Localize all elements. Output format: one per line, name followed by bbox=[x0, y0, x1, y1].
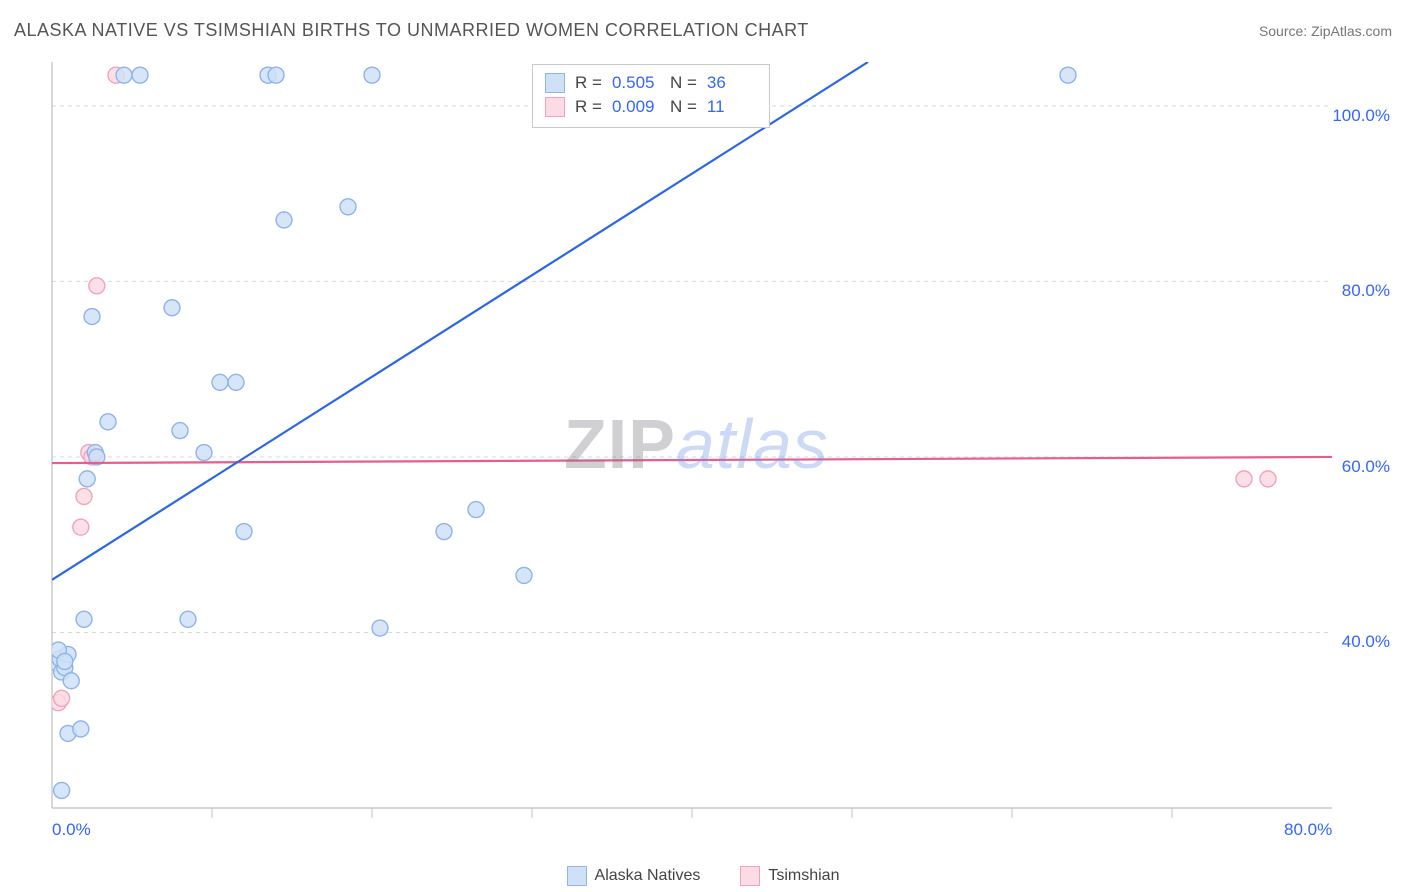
stats-swatch bbox=[545, 73, 565, 93]
plot-area: ZIPatlas R =0.505N =36R =0.009N =11 40.0… bbox=[48, 58, 1392, 848]
stats-n-label: N = bbox=[670, 95, 697, 119]
stats-r-label: R = bbox=[575, 95, 602, 119]
legend-item: Tsimshian bbox=[740, 866, 839, 886]
source-attribution: Source: ZipAtlas.com bbox=[1259, 23, 1392, 39]
scatter-plot-svg bbox=[48, 58, 1392, 848]
stats-r-label: R = bbox=[575, 71, 602, 95]
y-tick-label: 60.0% bbox=[1342, 457, 1390, 477]
correlation-stats-box: R = 0.505 N = 36 R = 0.009 N = 11 bbox=[532, 64, 770, 128]
y-tick-label: 100.0% bbox=[1332, 106, 1390, 126]
y-tick-label: 40.0% bbox=[1342, 632, 1390, 652]
legend-item: Alaska Natives bbox=[567, 866, 701, 886]
stats-n-label: N = bbox=[670, 71, 697, 95]
stats-row: R = 0.009 N = 11 bbox=[545, 95, 755, 119]
stats-r-value: 0.009 bbox=[612, 95, 660, 119]
stats-row: R = 0.505 N = 36 bbox=[545, 71, 755, 95]
stats-swatch bbox=[545, 97, 565, 117]
stats-r-value: 0.505 bbox=[612, 71, 660, 95]
legend-label: Tsimshian bbox=[768, 867, 839, 885]
x-tick-label: 80.0% bbox=[1284, 820, 1332, 840]
legend-label: Alaska Natives bbox=[595, 867, 701, 885]
legend-swatch bbox=[567, 866, 587, 886]
x-tick-label: 0.0% bbox=[52, 820, 91, 840]
y-tick-label: 80.0% bbox=[1342, 281, 1390, 301]
chart-title: ALASKA NATIVE VS TSIMSHIAN BIRTHS TO UNM… bbox=[14, 20, 809, 41]
stats-n-value: 36 bbox=[707, 71, 755, 95]
legend-swatch bbox=[740, 866, 760, 886]
legend-bottom: Alaska Natives Tsimshian bbox=[0, 866, 1406, 886]
stats-n-value: 11 bbox=[707, 95, 755, 119]
